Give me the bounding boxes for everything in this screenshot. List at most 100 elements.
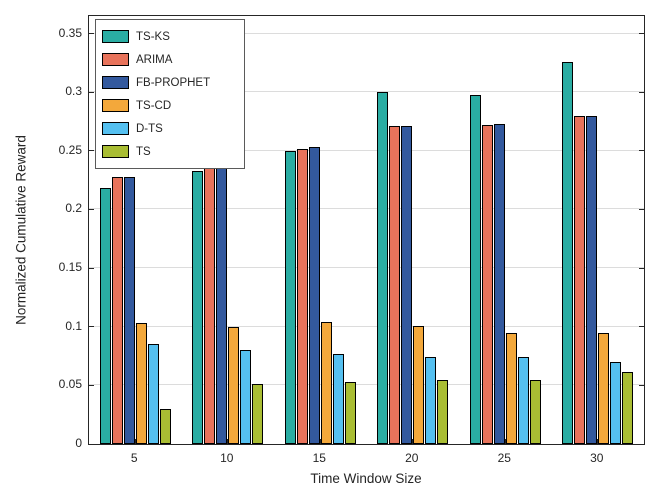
bar-arima-x30 — [574, 116, 586, 444]
gridline — [89, 267, 644, 269]
y-tick-mark — [89, 208, 94, 210]
y-tick-mark — [89, 150, 94, 152]
legend-label: FB-PROPHET — [136, 76, 211, 89]
legend-swatch — [102, 76, 129, 89]
x-tick-label: 20 — [405, 451, 419, 465]
bar-ts-x15 — [344, 382, 356, 444]
y-tick-label: 0.3 — [65, 84, 82, 99]
bar-arima-x25 — [481, 125, 493, 444]
x-tick-label: 10 — [220, 451, 234, 465]
x-tick-label: 30 — [590, 451, 604, 465]
bar-fb-prophet-x20 — [401, 126, 413, 444]
bar-ts-ks-x15 — [284, 151, 296, 444]
x-tick-mark — [134, 439, 136, 444]
gridline — [89, 91, 644, 93]
legend-label: TS-CD — [136, 99, 172, 112]
y-tick-label: 0.25 — [58, 142, 82, 157]
bar-ts-x5 — [159, 409, 171, 444]
gridline — [89, 384, 644, 386]
bar-ts-ks-x25 — [469, 95, 481, 444]
bar-ts-x25 — [529, 380, 541, 444]
y-tick-mark — [89, 326, 94, 328]
plot-area — [88, 15, 645, 445]
y-tick-label: 0 — [75, 436, 82, 450]
bar-fb-prophet-x25 — [493, 124, 505, 444]
y-tick-mark — [89, 267, 94, 269]
bar-ts-cd-x25 — [505, 333, 517, 444]
bar-d-ts-x20 — [425, 357, 437, 444]
bar-fb-prophet-x15 — [308, 147, 320, 444]
y-tick-label: 0.1 — [65, 318, 82, 333]
y-tick-mark — [639, 326, 644, 328]
bar-ts-ks-x30 — [562, 62, 574, 444]
legend-item: TS-KS — [102, 25, 236, 48]
y-tick-mark — [89, 384, 94, 386]
x-tick-mark — [597, 439, 599, 444]
bar-ts-cd-x20 — [413, 326, 425, 444]
y-tick-mark — [639, 33, 644, 35]
x-tick-label: 25 — [497, 451, 511, 465]
bar-fb-prophet-x5 — [123, 177, 135, 444]
bar-arima-x5 — [111, 177, 123, 444]
legend-item: TS — [102, 140, 236, 163]
bar-fb-prophet-x10 — [216, 157, 228, 444]
bar-fb-prophet-x30 — [586, 116, 598, 444]
x-axis-label: Time Window Size — [310, 471, 422, 486]
y-tick-label: 0.2 — [65, 201, 82, 216]
bar-ts-x20 — [437, 380, 449, 444]
bar-ts-x10 — [252, 384, 264, 444]
legend-item: TS-CD — [102, 94, 236, 117]
bar-d-ts-x25 — [517, 357, 529, 444]
bar-ts-ks-x20 — [377, 92, 389, 444]
x-tick-mark — [504, 439, 506, 444]
bar-d-ts-x15 — [332, 354, 344, 444]
bar-ts-ks-x5 — [99, 188, 111, 444]
bar-ts-cd-x30 — [598, 333, 610, 444]
y-tick-label: 0.15 — [58, 260, 82, 275]
x-tick-mark — [412, 439, 414, 444]
legend-item: ARIMA — [102, 48, 236, 71]
x-tick-mark — [319, 439, 321, 444]
y-tick-mark — [639, 91, 644, 93]
y-tick-mark — [639, 267, 644, 269]
legend-swatch — [102, 145, 129, 158]
bar-ts-cd-x10 — [228, 327, 240, 444]
gridline — [89, 325, 644, 327]
bar-arima-x10 — [204, 157, 216, 444]
gridline — [89, 32, 644, 34]
bar-arima-x15 — [296, 149, 308, 444]
bar-ts-ks-x10 — [192, 171, 204, 444]
y-tick-label: 0.05 — [58, 377, 82, 392]
legend-swatch — [102, 122, 129, 135]
legend-label: ARIMA — [136, 53, 173, 66]
bar-ts-cd-x15 — [320, 322, 332, 444]
y-axis-label: Normalized Cumulative Reward — [13, 135, 29, 325]
legend: TS-KS ARIMA FB-PROPHET TS-CD D-TS TS — [95, 19, 245, 169]
bar-d-ts-x5 — [147, 344, 159, 444]
y-tick-mark — [89, 33, 94, 35]
legend-swatch — [102, 53, 129, 66]
legend-label: TS — [136, 145, 151, 158]
y-tick-mark — [639, 384, 644, 386]
legend-item: FB-PROPHET — [102, 71, 236, 94]
bar-arima-x20 — [389, 126, 401, 444]
bar-d-ts-x30 — [610, 362, 622, 444]
x-tick-mark — [227, 439, 229, 444]
y-tick-mark — [89, 91, 94, 93]
x-tick-label: 15 — [312, 451, 326, 465]
bar-ts-cd-x5 — [135, 323, 147, 444]
legend-item: D-TS — [102, 117, 236, 140]
bar-d-ts-x10 — [240, 350, 252, 444]
y-tick-mark — [639, 208, 644, 210]
y-tick-mark — [639, 150, 644, 152]
legend-label: TS-KS — [136, 30, 170, 43]
legend-swatch — [102, 30, 129, 43]
legend-label: D-TS — [136, 122, 163, 135]
x-tick-label: 5 — [130, 451, 138, 465]
gridline — [89, 208, 644, 210]
y-tick-label: 0.35 — [58, 25, 82, 40]
bar-ts-x30 — [622, 372, 634, 444]
gridline — [89, 149, 644, 151]
legend-swatch — [102, 99, 129, 112]
